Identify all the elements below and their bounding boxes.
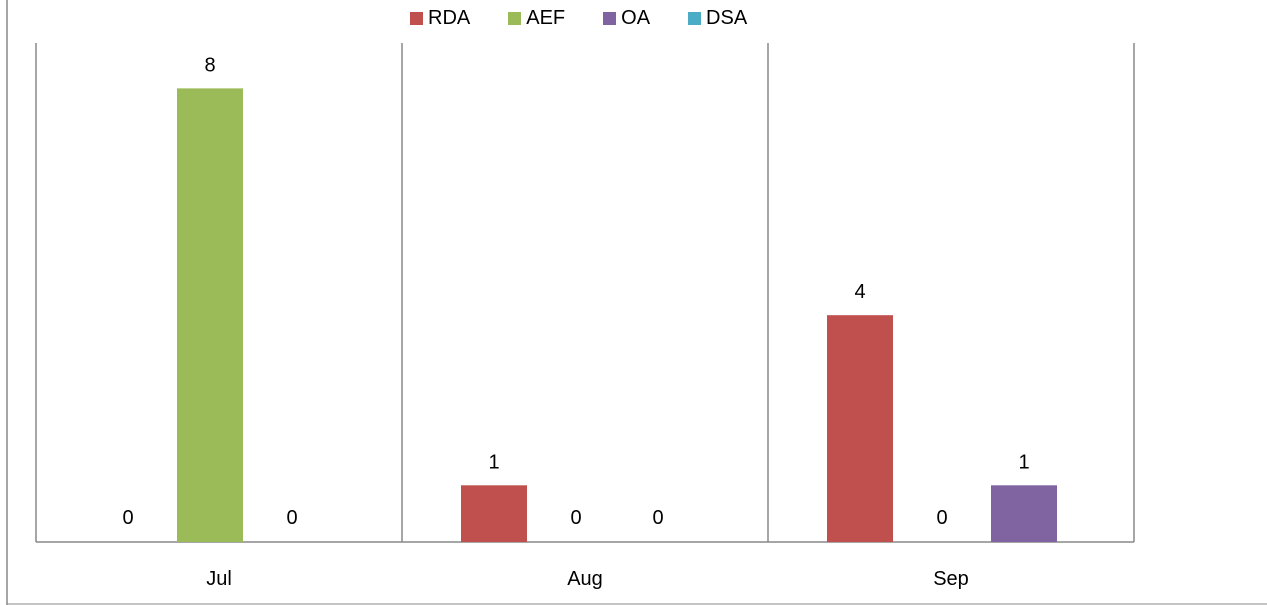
legend-item-dsa: DSA xyxy=(688,6,747,30)
data-label-aef-sep: 0 xyxy=(936,507,947,529)
bar-oa-sep xyxy=(991,485,1057,542)
data-label-rda-sep: 4 xyxy=(854,281,865,303)
data-label-rda-jul: 0 xyxy=(122,507,133,529)
legend-swatch-aef xyxy=(508,11,522,25)
legend-item-oa: OA xyxy=(603,6,650,30)
legend-swatch-oa xyxy=(603,11,617,25)
x-tick-label-jul: Jul xyxy=(206,568,232,590)
data-label-aef-jul: 8 xyxy=(204,54,215,76)
legend-label-rda: RDA xyxy=(428,7,471,29)
bar-rda-aug xyxy=(461,485,527,542)
data-label-aef-aug: 0 xyxy=(570,507,581,529)
legend-item-aef: AEF xyxy=(508,6,565,30)
legend-label-oa: OA xyxy=(621,7,651,29)
x-tick-label-aug: Aug xyxy=(567,568,603,590)
data-label-oa-jul: 0 xyxy=(286,507,297,529)
data-label-oa-sep: 1 xyxy=(1018,451,1029,473)
legend: RDA AEF OA DSA xyxy=(410,6,785,30)
x-tick-label-sep: Sep xyxy=(933,568,969,590)
data-label-rda-aug: 1 xyxy=(488,451,499,473)
legend-item-rda: RDA xyxy=(410,6,470,30)
bar-rda-sep xyxy=(827,315,893,542)
legend-label-aef: AEF xyxy=(526,7,566,29)
data-label-oa-aug: 0 xyxy=(652,507,663,529)
legend-swatch-dsa xyxy=(688,11,702,25)
legend-label-dsa: DSA xyxy=(706,7,748,29)
legend-swatch-rda xyxy=(410,11,423,25)
bar-aef-jul xyxy=(177,88,243,542)
